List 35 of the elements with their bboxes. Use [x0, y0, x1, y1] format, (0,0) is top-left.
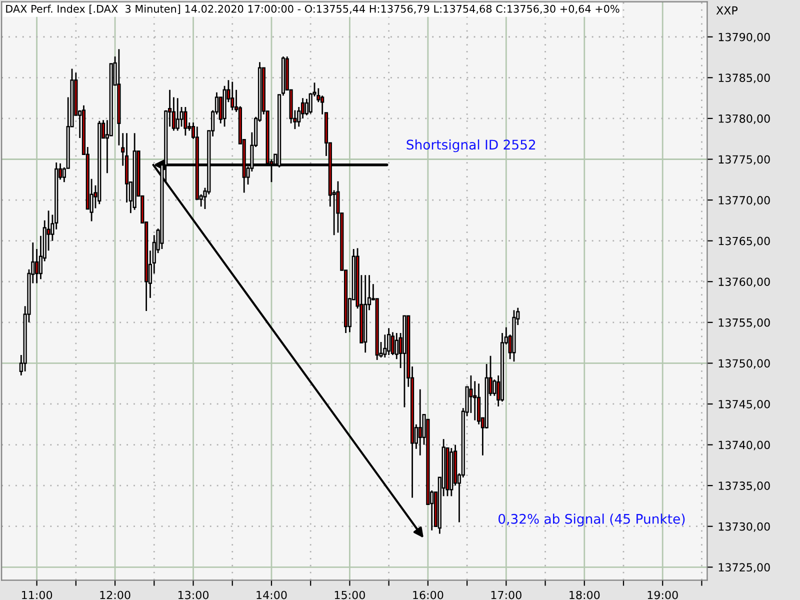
y-tick-label: 13730,00 — [718, 522, 770, 532]
x-tick-label: 11:00 — [22, 590, 52, 600]
y-tick-label: 13755,00 — [718, 318, 770, 328]
candlestick — [35, 248, 39, 284]
x-tick-label: 16:00 — [413, 590, 444, 600]
y-tick-label: 13750,00 — [718, 359, 770, 369]
x-tick-label: 12:00 — [100, 590, 130, 600]
candlestick — [476, 382, 481, 426]
y-tick-label: 13725,00 — [718, 563, 770, 573]
x-tick-label: 13:00 — [178, 590, 209, 600]
y-tick-label: 13745,00 — [718, 400, 770, 410]
y-tick-label: 13765,00 — [718, 236, 770, 246]
y-tick-label: 13770,00 — [718, 196, 770, 206]
annotation: Shortsignal ID 2552 — [406, 139, 536, 152]
x-tick-label: 19:00 — [648, 590, 678, 600]
x-tick-label: 18:00 — [570, 590, 600, 600]
y-tick-label: 13760,00 — [718, 278, 770, 288]
x-tick-label: 17:00 — [491, 590, 522, 600]
y-tick-label: 13735,00 — [718, 482, 770, 492]
y-tick-label: 13785,00 — [718, 74, 770, 84]
candlestick — [230, 81, 234, 111]
y-tick-label: 13775,00 — [718, 155, 770, 165]
candlestick — [387, 327, 391, 356]
candlestick — [184, 106, 188, 136]
annotation: 0,32% ab Signal (45 Punkte) — [498, 514, 685, 526]
y-tick-label: 13740,00 — [718, 440, 770, 450]
y-axis-title: XXP — [716, 6, 738, 14]
candlestick — [390, 332, 395, 356]
chart-title: DAX Perf. Index [.DAX 3 Minuten] 14.02.2020 17:00:00 - O:13755,44 H:13756,79 L:13754,68 C:13756,30 +0,64 +0% — [6, 4, 620, 14]
candlestick — [176, 97, 180, 132]
x-tick-label: 15:00 — [334, 590, 365, 600]
y-tick-label: 13780,00 — [718, 114, 770, 124]
y-tick-label: 13790,00 — [718, 32, 770, 42]
candlestick — [418, 388, 422, 456]
x-tick-label: 14:00 — [256, 590, 287, 600]
